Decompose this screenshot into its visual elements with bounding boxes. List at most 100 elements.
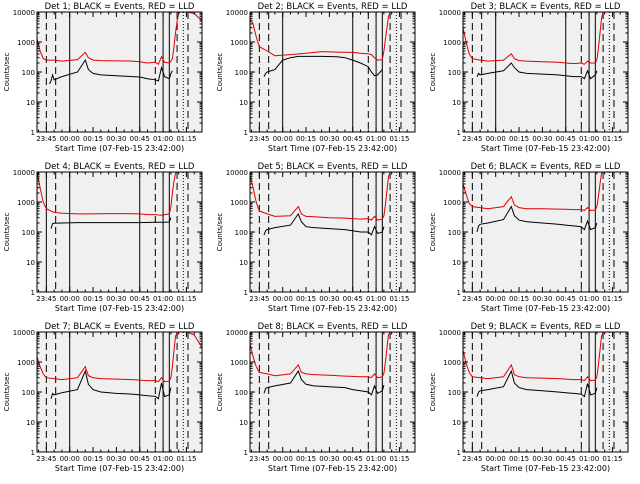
- x-tick-label: 23:45: [462, 135, 482, 143]
- plot-content: [37, 332, 202, 452]
- chart-panel-2: Det 2; BLACK = Events, RED = LLD Counts/s…: [216, 2, 416, 153]
- x-tick-label: 00:15: [83, 135, 103, 143]
- plot-content: [463, 172, 628, 292]
- x-axis-label: Start Time (07-Feb-15 23:42:00): [481, 144, 610, 153]
- series-line-events: [50, 217, 172, 229]
- series-line-lld: [37, 332, 202, 383]
- y-tick-label: 100: [235, 69, 248, 77]
- y-tick-label: 1: [31, 449, 35, 457]
- x-tick-label: 00:15: [296, 455, 316, 463]
- y-tick-label: 1000: [443, 199, 461, 207]
- chart-title: Det 2; BLACK = Events, RED = LLD: [258, 2, 408, 12]
- plot-area: [37, 172, 202, 292]
- plot-area: [37, 12, 202, 132]
- x-tick-label: 23:45: [36, 295, 56, 303]
- y-tick-label: 1: [31, 289, 35, 297]
- series-line-events: [476, 205, 598, 233]
- series-line-lld: [463, 332, 628, 382]
- y-tick-label: 100: [22, 229, 35, 237]
- x-tick-label: 23:45: [36, 135, 56, 143]
- plot-content: [250, 172, 415, 292]
- y-tick-label: 1: [457, 289, 461, 297]
- series-line-lld: [250, 332, 415, 379]
- plot-area: [463, 332, 628, 452]
- x-axis-label: Start Time (07-Feb-15 23:42:00): [481, 304, 610, 313]
- y-axis-label: Counts/sec: [429, 373, 437, 412]
- y-tick-label: 1: [457, 449, 461, 457]
- chart-panel-4: Det 4; BLACK = Events, RED = LLD Counts/s…: [3, 162, 203, 313]
- x-tick-label: 00:45: [556, 135, 576, 143]
- x-tick-label: 00:45: [343, 135, 363, 143]
- x-tick-label: 01:15: [176, 295, 196, 303]
- x-tick-label: 00:00: [486, 295, 506, 303]
- chart-panel-7: Det 7; BLACK = Events, RED = LLD Counts/s…: [3, 322, 203, 473]
- x-tick-label: 00:45: [343, 455, 363, 463]
- x-tick-label: 01:00: [153, 295, 173, 303]
- plot-content: [37, 12, 202, 132]
- x-tick-label: 00:15: [296, 295, 316, 303]
- y-tick-label: 10: [26, 259, 35, 267]
- series-line-events: [50, 369, 172, 400]
- y-tick-label: 1000: [230, 199, 248, 207]
- x-axis-label: Start Time (07-Feb-15 23:42:00): [268, 144, 397, 153]
- y-tick-label: 10000: [13, 9, 35, 17]
- x-tick-label: 00:00: [60, 295, 80, 303]
- y-axis-label: Counts/sec: [216, 213, 224, 252]
- series-line-lld: [250, 172, 415, 221]
- x-tick-label: 00:30: [106, 295, 126, 303]
- chart-title: Det 7; BLACK = Events, RED = LLD: [45, 322, 195, 332]
- y-tick-label: 10: [26, 419, 35, 427]
- y-tick-label: 10000: [13, 329, 35, 337]
- y-tick-label: 1: [31, 129, 35, 137]
- x-axis-label: Start Time (07-Feb-15 23:42:00): [55, 464, 184, 473]
- chart-title: Det 6; BLACK = Events, RED = LLD: [471, 162, 621, 172]
- y-tick-label: 1000: [17, 359, 35, 367]
- x-tick-label: 00:15: [83, 455, 103, 463]
- series-line-events: [263, 55, 383, 77]
- y-tick-label: 10: [239, 419, 248, 427]
- x-axis-label: Start Time (07-Feb-15 23:42:00): [55, 304, 184, 313]
- plot-content: [250, 332, 415, 452]
- chart-panel-9: Det 9; BLACK = Events, RED = LLD Counts/s…: [429, 322, 629, 473]
- x-tick-label: 00:30: [319, 295, 339, 303]
- x-axis-label: Start Time (07-Feb-15 23:42:00): [55, 144, 184, 153]
- chart-title: Det 9; BLACK = Events, RED = LLD: [471, 322, 621, 332]
- y-tick-label: 100: [22, 389, 35, 397]
- x-tick-label: 00:45: [130, 455, 150, 463]
- series-line-events: [476, 369, 598, 398]
- y-tick-label: 10: [452, 99, 461, 107]
- x-tick-label: 00:15: [509, 295, 529, 303]
- x-tick-label: 00:45: [556, 455, 576, 463]
- x-tick-label: 00:30: [319, 135, 339, 143]
- x-tick-label: 01:15: [602, 135, 622, 143]
- x-tick-label: 00:00: [60, 455, 80, 463]
- y-tick-label: 10000: [439, 329, 461, 337]
- x-tick-label: 00:00: [273, 135, 293, 143]
- x-tick-label: 00:00: [486, 455, 506, 463]
- y-axis-label: Counts/sec: [216, 53, 224, 92]
- plot-area: [463, 172, 628, 292]
- x-tick-label: 00:30: [319, 455, 339, 463]
- y-axis-label: Counts/sec: [216, 373, 224, 412]
- y-axis-label: Counts/sec: [429, 213, 437, 252]
- x-tick-label: 00:15: [83, 295, 103, 303]
- y-tick-label: 10: [239, 99, 248, 107]
- y-tick-label: 10: [452, 259, 461, 267]
- y-tick-label: 100: [448, 69, 461, 77]
- y-tick-label: 1000: [17, 39, 35, 47]
- y-tick-label: 1: [244, 129, 248, 137]
- plot-content: [463, 12, 628, 132]
- x-tick-label: 01:00: [153, 455, 173, 463]
- plot-content: [37, 172, 202, 292]
- y-tick-label: 10: [26, 99, 35, 107]
- x-tick-label: 23:45: [462, 295, 482, 303]
- x-tick-label: 00:15: [509, 455, 529, 463]
- series-line-events: [263, 212, 385, 236]
- x-tick-label: 00:45: [556, 295, 576, 303]
- chart-title: Det 4; BLACK = Events, RED = LLD: [45, 162, 195, 172]
- y-tick-label: 1000: [443, 359, 461, 367]
- x-tick-label: 00:00: [60, 135, 80, 143]
- x-tick-label: 00:30: [532, 455, 552, 463]
- x-tick-label: 00:15: [509, 135, 529, 143]
- y-tick-label: 1000: [443, 39, 461, 47]
